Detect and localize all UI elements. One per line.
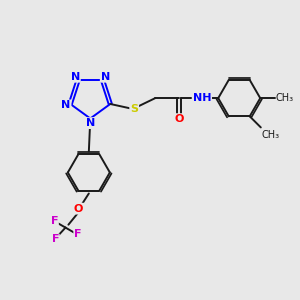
Text: CH₃: CH₃: [276, 93, 294, 103]
Text: CH₃: CH₃: [261, 130, 280, 140]
Text: S: S: [130, 104, 138, 114]
Text: N: N: [86, 118, 95, 128]
Text: N: N: [70, 72, 80, 82]
Text: N: N: [61, 100, 70, 110]
Text: F: F: [52, 234, 59, 244]
Text: F: F: [51, 216, 58, 226]
Text: O: O: [74, 204, 83, 214]
Text: NH: NH: [193, 93, 211, 103]
Text: O: O: [174, 114, 184, 124]
Text: F: F: [74, 229, 82, 239]
Text: N: N: [101, 72, 110, 82]
